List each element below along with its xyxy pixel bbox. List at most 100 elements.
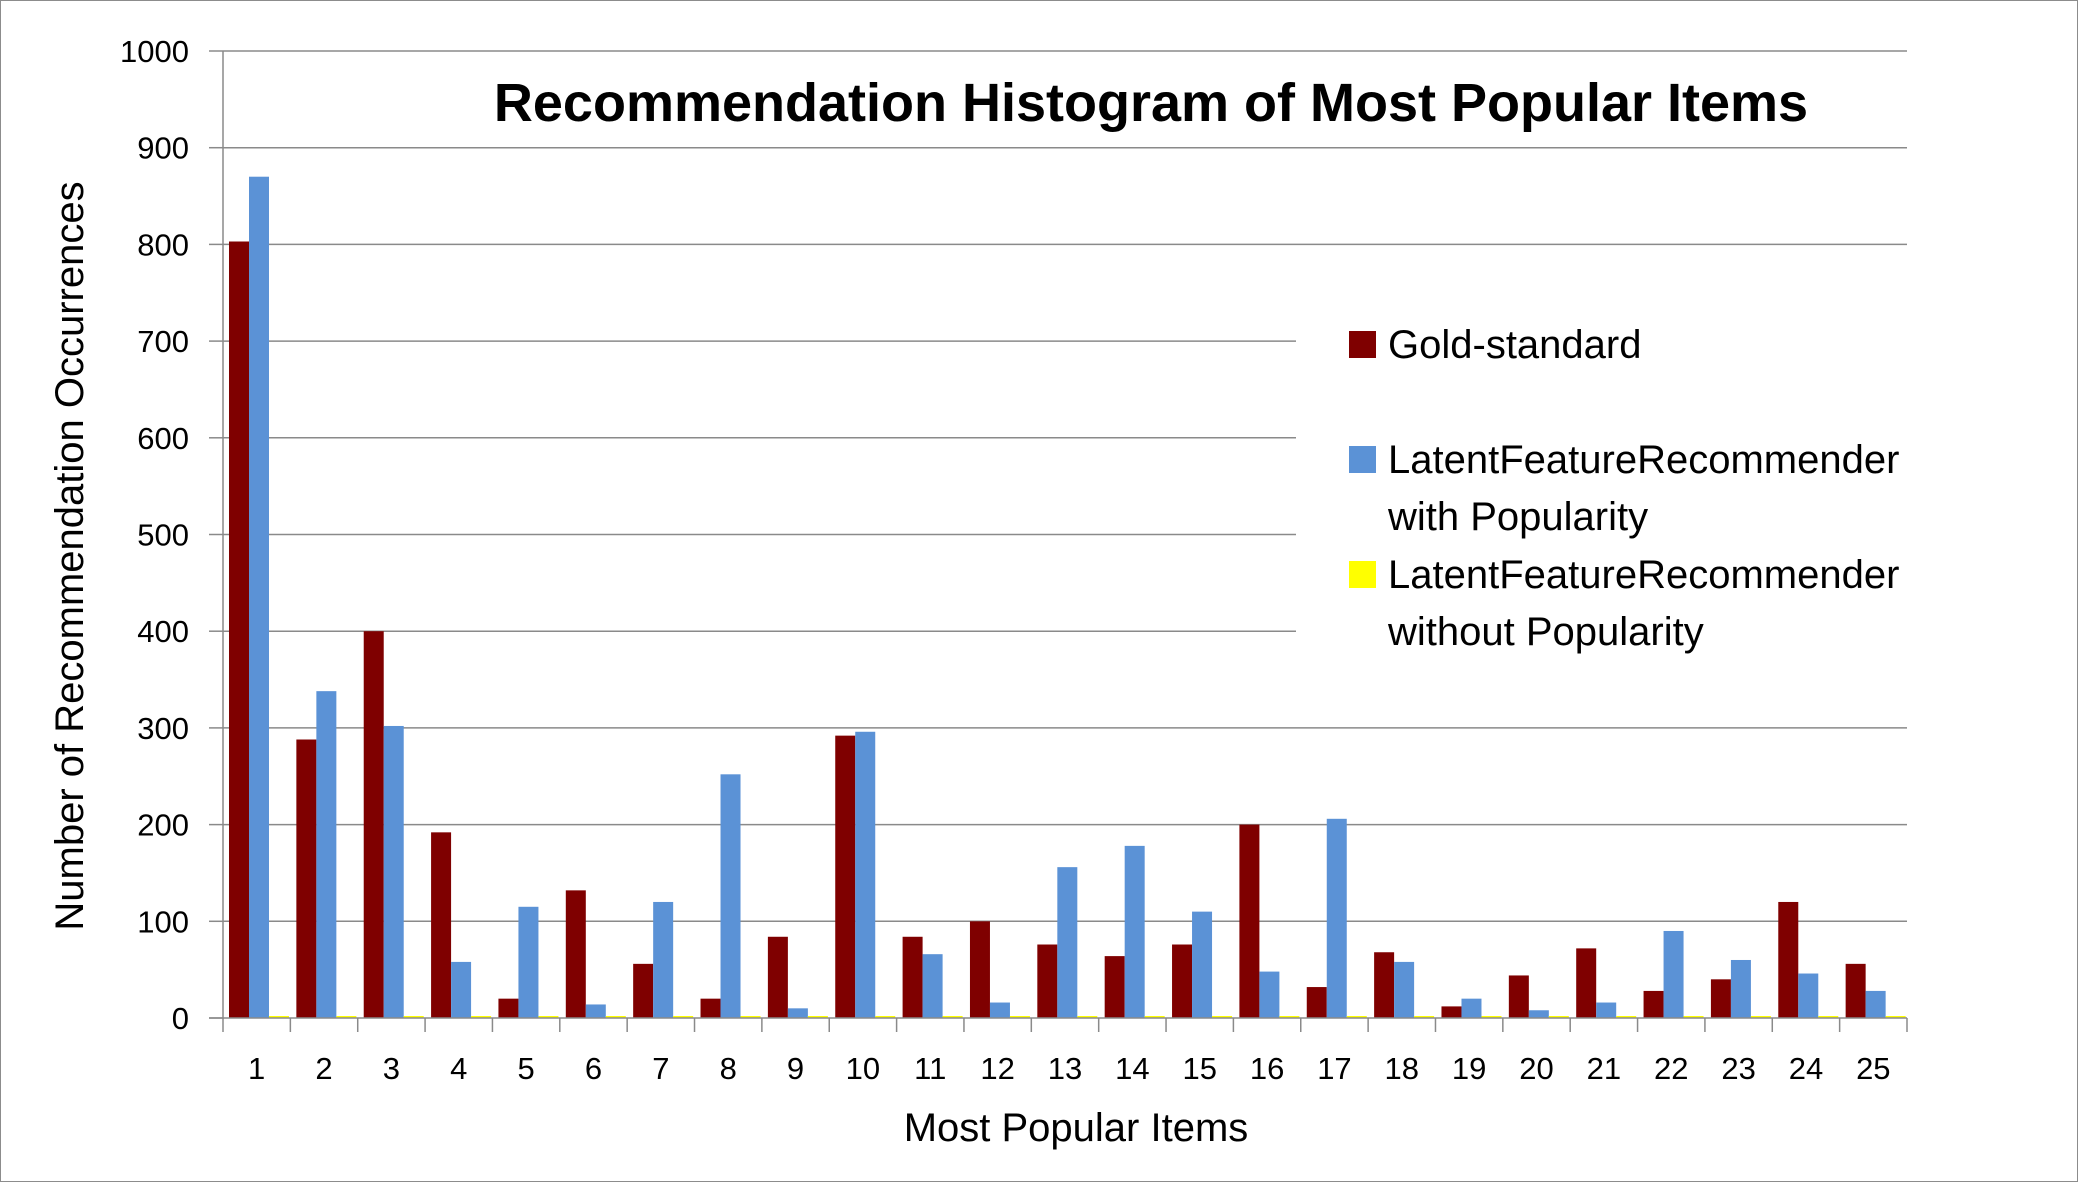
bar-1-2 — [316, 691, 337, 1018]
legend-swatch-2 — [1349, 561, 1376, 588]
bar-0-19 — [1441, 1006, 1462, 1018]
bar-1-24 — [1798, 973, 1819, 1018]
bar-0-13 — [1037, 944, 1058, 1018]
bar-1-11 — [922, 954, 943, 1018]
bar-0-18 — [1374, 952, 1395, 1018]
bar-1-14 — [1124, 845, 1145, 1018]
bar-0-6 — [565, 890, 586, 1018]
axis-layer — [209, 50, 1908, 1032]
bar-1-8 — [720, 774, 741, 1018]
bar-0-10 — [835, 735, 856, 1018]
bar-1-17 — [1326, 818, 1347, 1018]
bar-2-20 — [1548, 1016, 1569, 1018]
bar-2-8 — [740, 1016, 761, 1018]
y-tick-label: 200 — [137, 808, 189, 843]
bar-2-18 — [1414, 1016, 1435, 1018]
bar-2-14 — [1144, 1016, 1165, 1018]
bar-0-14 — [1104, 956, 1125, 1018]
bar-0-25 — [1845, 963, 1866, 1018]
y-tick-labels: 0 100 200 300 400 500 600 700 800 900 1000 — [120, 34, 189, 1036]
legend-label: Gold-standard — [1388, 323, 1641, 367]
x-tick-label: 9 — [787, 1051, 804, 1086]
bar-2-12 — [1009, 1016, 1030, 1018]
bar-0-17 — [1306, 987, 1327, 1018]
x-tick-label: 23 — [1721, 1051, 1755, 1086]
bar-0-12 — [969, 921, 990, 1018]
x-tick-label: 4 — [450, 1051, 467, 1086]
bar-1-6 — [585, 1004, 606, 1018]
bar-0-5 — [498, 998, 519, 1018]
x-tick-label: 13 — [1048, 1051, 1082, 1086]
x-axis-title: Most Popular Items — [904, 1106, 1249, 1150]
bar-2-2 — [336, 1016, 357, 1018]
bar-2-23 — [1750, 1016, 1771, 1018]
bar-1-12 — [989, 1002, 1010, 1018]
y-tick-label: 800 — [137, 227, 189, 262]
bar-2-22 — [1683, 1016, 1704, 1018]
bar-2-1 — [269, 1016, 289, 1018]
legend: Gold-standard LatentFeatureRecommender wit… — [1349, 323, 1899, 654]
legend-swatch-1 — [1349, 446, 1376, 473]
legend-swatch-0 — [1349, 331, 1376, 358]
x-tick-label: 17 — [1317, 1051, 1351, 1086]
chart-title: Recommendation Histogram of Most Popular… — [494, 73, 1808, 133]
bar-2-15 — [1212, 1016, 1233, 1018]
bar-0-15 — [1172, 944, 1193, 1018]
bar-2-13 — [1077, 1016, 1098, 1018]
bar-1-15 — [1192, 911, 1213, 1018]
legend-label: without Popularity — [1387, 610, 1704, 654]
bar-1-16 — [1259, 971, 1280, 1018]
bar-0-4 — [431, 832, 452, 1018]
bar-2-17 — [1346, 1016, 1367, 1018]
y-tick-label: 500 — [137, 518, 189, 553]
x-tick-labels: 1 2 3 4 5 6 7 8 9 10 11 12 13 14 15 16 17 18 19 20 21 22 23 24 2… — [248, 1051, 1891, 1086]
bar-2-21 — [1616, 1016, 1637, 1018]
x-tick-label: 12 — [980, 1051, 1014, 1086]
bar-0-2 — [296, 739, 317, 1018]
legend-label: LatentFeatureRecommender — [1388, 438, 1899, 482]
legend-label: with Popularity — [1387, 495, 1648, 539]
x-tick-label: 18 — [1385, 1051, 1419, 1086]
x-tick-label: 22 — [1654, 1051, 1688, 1086]
y-tick-label: 300 — [137, 711, 189, 746]
x-tick-label: 10 — [846, 1051, 880, 1086]
y-tick-label: 0 — [172, 1001, 189, 1036]
bar-1-10 — [855, 731, 876, 1018]
y-tick-label: 1000 — [120, 34, 189, 69]
bar-1-1 — [249, 176, 269, 1018]
bar-2-10 — [875, 1016, 896, 1018]
bar-2-24 — [1818, 1016, 1839, 1018]
bar-0-16 — [1239, 824, 1260, 1018]
bar-1-3 — [383, 725, 404, 1018]
bar-2-16 — [1279, 1016, 1300, 1018]
bar-2-11 — [942, 1016, 963, 1018]
bar-0-23 — [1710, 979, 1731, 1018]
bar-2-19 — [1481, 1016, 1502, 1018]
bar-1-4 — [451, 961, 472, 1018]
bar-2-7 — [673, 1016, 694, 1018]
y-tick-label: 600 — [137, 421, 189, 456]
x-tick-label: 14 — [1115, 1051, 1149, 1086]
bar-2-6 — [605, 1016, 626, 1018]
x-tick-label: 2 — [315, 1051, 332, 1086]
x-tick-label: 3 — [383, 1051, 400, 1086]
bar-0-3 — [363, 631, 384, 1018]
y-tick-label: 400 — [137, 614, 189, 649]
bar-1-7 — [653, 901, 674, 1018]
y-axis-title: Number of Recommendation Occurrences — [48, 181, 92, 930]
bar-1-18 — [1394, 961, 1415, 1018]
x-tick-label: 15 — [1182, 1051, 1216, 1086]
bar-2-3 — [403, 1016, 424, 1018]
y-tick-label: 100 — [137, 904, 189, 939]
x-tick-label: 16 — [1250, 1051, 1284, 1086]
x-tick-label: 1 — [248, 1051, 265, 1086]
bar-0-1 — [229, 241, 249, 1018]
x-tick-label: 7 — [652, 1051, 669, 1086]
bar-0-11 — [902, 936, 923, 1018]
bar-0-24 — [1778, 901, 1799, 1018]
y-tick-label: 900 — [137, 131, 189, 166]
bar-0-9 — [767, 936, 788, 1018]
bar-2-9 — [807, 1016, 828, 1018]
bar-1-23 — [1730, 959, 1751, 1018]
